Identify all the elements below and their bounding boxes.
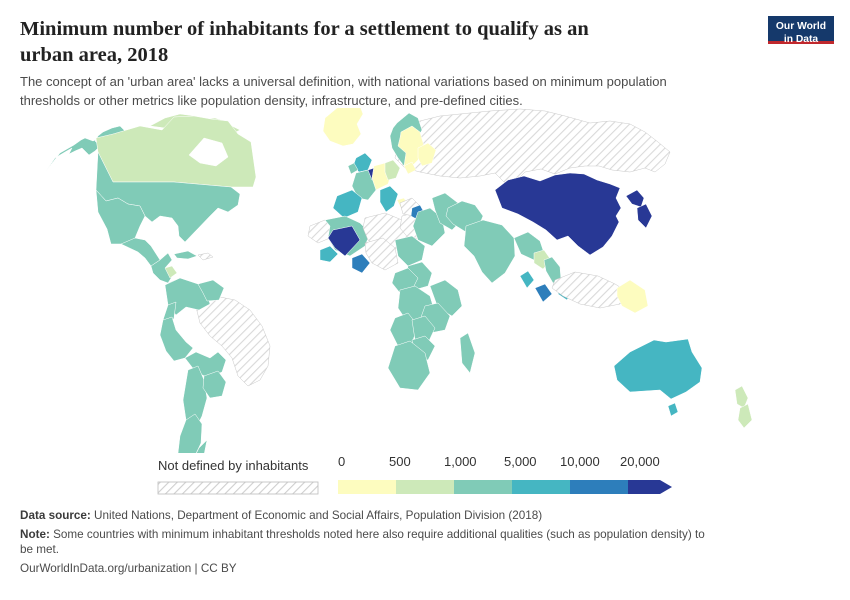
- svg-text:0: 0: [338, 455, 345, 469]
- svg-text:500: 500: [389, 455, 411, 469]
- svg-text:1,000: 1,000: [444, 455, 477, 469]
- svg-text:Not defined by inhabitants: Not defined by inhabitants: [158, 458, 309, 473]
- svg-text:5,000: 5,000: [504, 455, 537, 469]
- svg-text:20,000: 20,000: [620, 455, 660, 469]
- svg-text:10,000: 10,000: [560, 455, 600, 469]
